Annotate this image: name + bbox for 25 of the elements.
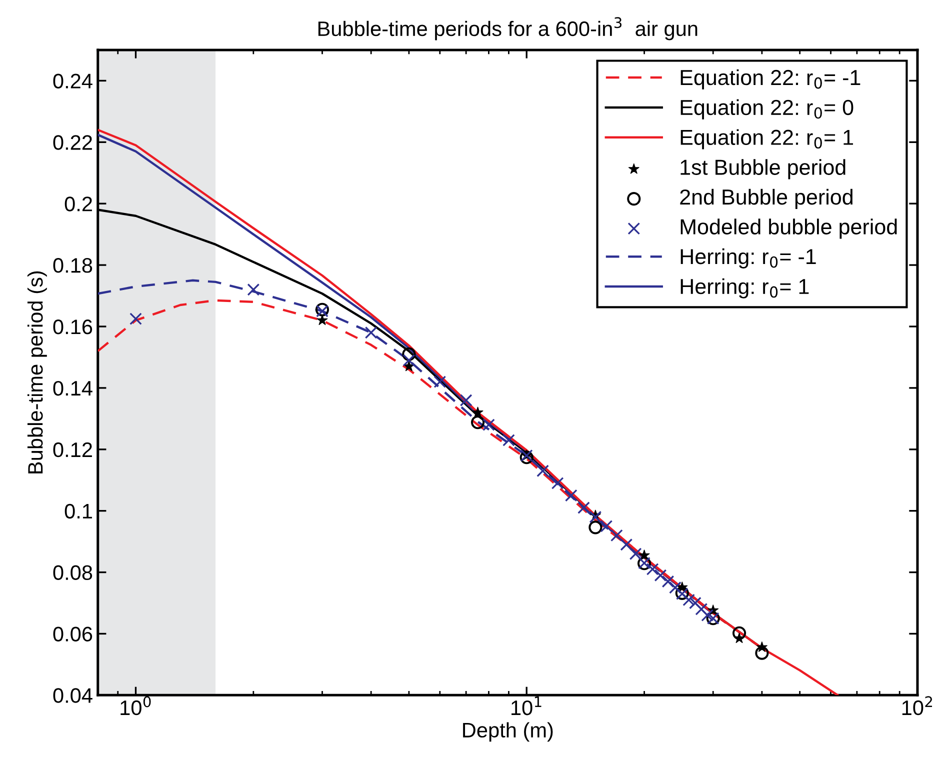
y-tick-label: 0.14 [53, 380, 92, 396]
legend-label: Equation 22: r$_{0}$= -1 [680, 69, 860, 90]
chart-title: Bubble-time periods for a 600-in$^{3}$ air gun [318, 17, 698, 40]
y-tick-label: 0.18 [53, 258, 92, 273]
legend-label: Herring: r$_{0}$= -1 [680, 248, 816, 268]
y-tick-label: 0.08 [53, 565, 92, 580]
legend-label: Equation 22: r$_{0}$= 0 [680, 99, 854, 120]
y-tick-label: 0.12 [53, 442, 92, 458]
x-tick-label: 10$^{2}$ [902, 696, 932, 716]
legend-label: Equation 22: r$_{0}$= 1 [680, 129, 853, 150]
x-axis-title: Depth (m) [463, 722, 553, 742]
legend-label: 1st Bubble period [680, 159, 846, 180]
y-axis-title: Bubble-time period (s) [27, 271, 47, 474]
y-tick-label: 0.22 [53, 135, 92, 150]
y-tick-label: 0.1 [64, 504, 92, 519]
y-tick-label: 0.06 [53, 626, 92, 642]
x-tick-label: 10$^{1}$ [512, 696, 542, 716]
y-tick-label: 0.24 [53, 74, 92, 88]
legend-label: Modeled bubble period [680, 218, 897, 239]
x-tick-label: 10$^{0}$ [120, 696, 151, 716]
y-tick-label: 0.2 [64, 196, 92, 212]
legend-label: Herring: r$_{0}$= 1 [680, 278, 809, 298]
y-tick-label: 0.16 [53, 319, 92, 334]
legend-label: 2nd Bubble period [680, 188, 852, 209]
y-tick-label: 0.04 [53, 688, 92, 703]
